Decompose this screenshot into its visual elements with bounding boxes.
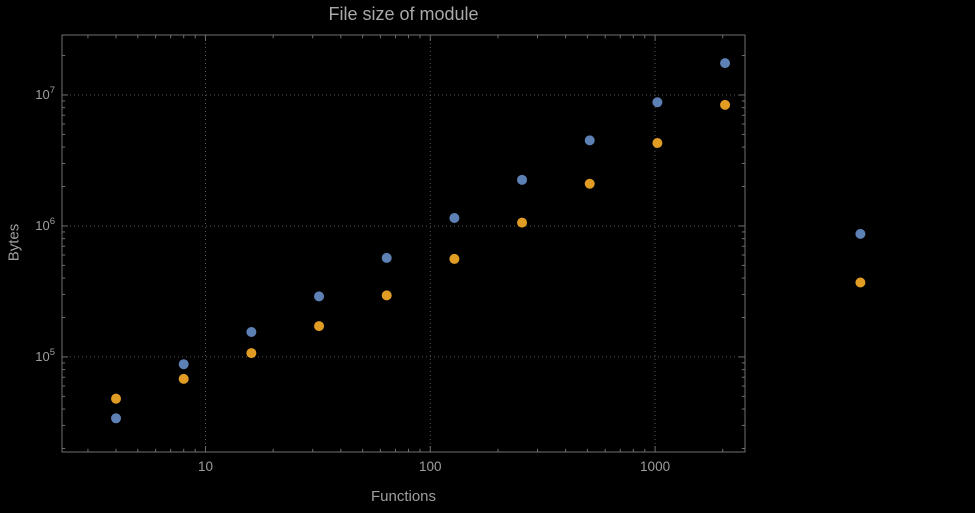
y-tick-label: 107 bbox=[35, 85, 55, 102]
data-point-orange bbox=[652, 137, 663, 148]
data-point-blue bbox=[111, 413, 122, 424]
data-point-blue bbox=[855, 228, 866, 239]
data-point-blue bbox=[517, 174, 528, 185]
y-tick-label: 105 bbox=[35, 347, 55, 364]
data-point-orange bbox=[584, 178, 595, 189]
data-point-orange bbox=[246, 348, 257, 359]
data-point-orange bbox=[314, 321, 325, 332]
data-point-blue bbox=[178, 359, 189, 370]
x-tick-label: 100 bbox=[419, 459, 442, 474]
data-point-blue bbox=[449, 213, 460, 224]
x-tick-label: 1000 bbox=[640, 459, 670, 474]
plot-frame bbox=[61, 34, 746, 453]
data-point-blue bbox=[720, 58, 731, 69]
data-point-orange bbox=[517, 217, 528, 228]
data-point-orange bbox=[111, 393, 122, 404]
data-point-blue bbox=[246, 327, 257, 338]
data-point-blue bbox=[584, 135, 595, 146]
data-point-orange bbox=[449, 253, 460, 264]
data-point-orange bbox=[381, 290, 392, 301]
data-point-blue bbox=[314, 291, 325, 302]
chart-title: File size of module bbox=[328, 4, 479, 24]
data-point-blue bbox=[381, 252, 392, 263]
y-tick-label: 106 bbox=[35, 216, 55, 233]
data-point-blue bbox=[652, 97, 663, 108]
data-point-orange bbox=[178, 373, 189, 384]
y-axis-label: Bytes bbox=[5, 223, 23, 262]
x-axis-label: Functions bbox=[370, 488, 437, 505]
data-point-orange bbox=[855, 277, 866, 288]
data-point-orange bbox=[720, 99, 731, 110]
x-tick-label: 10 bbox=[198, 459, 213, 474]
